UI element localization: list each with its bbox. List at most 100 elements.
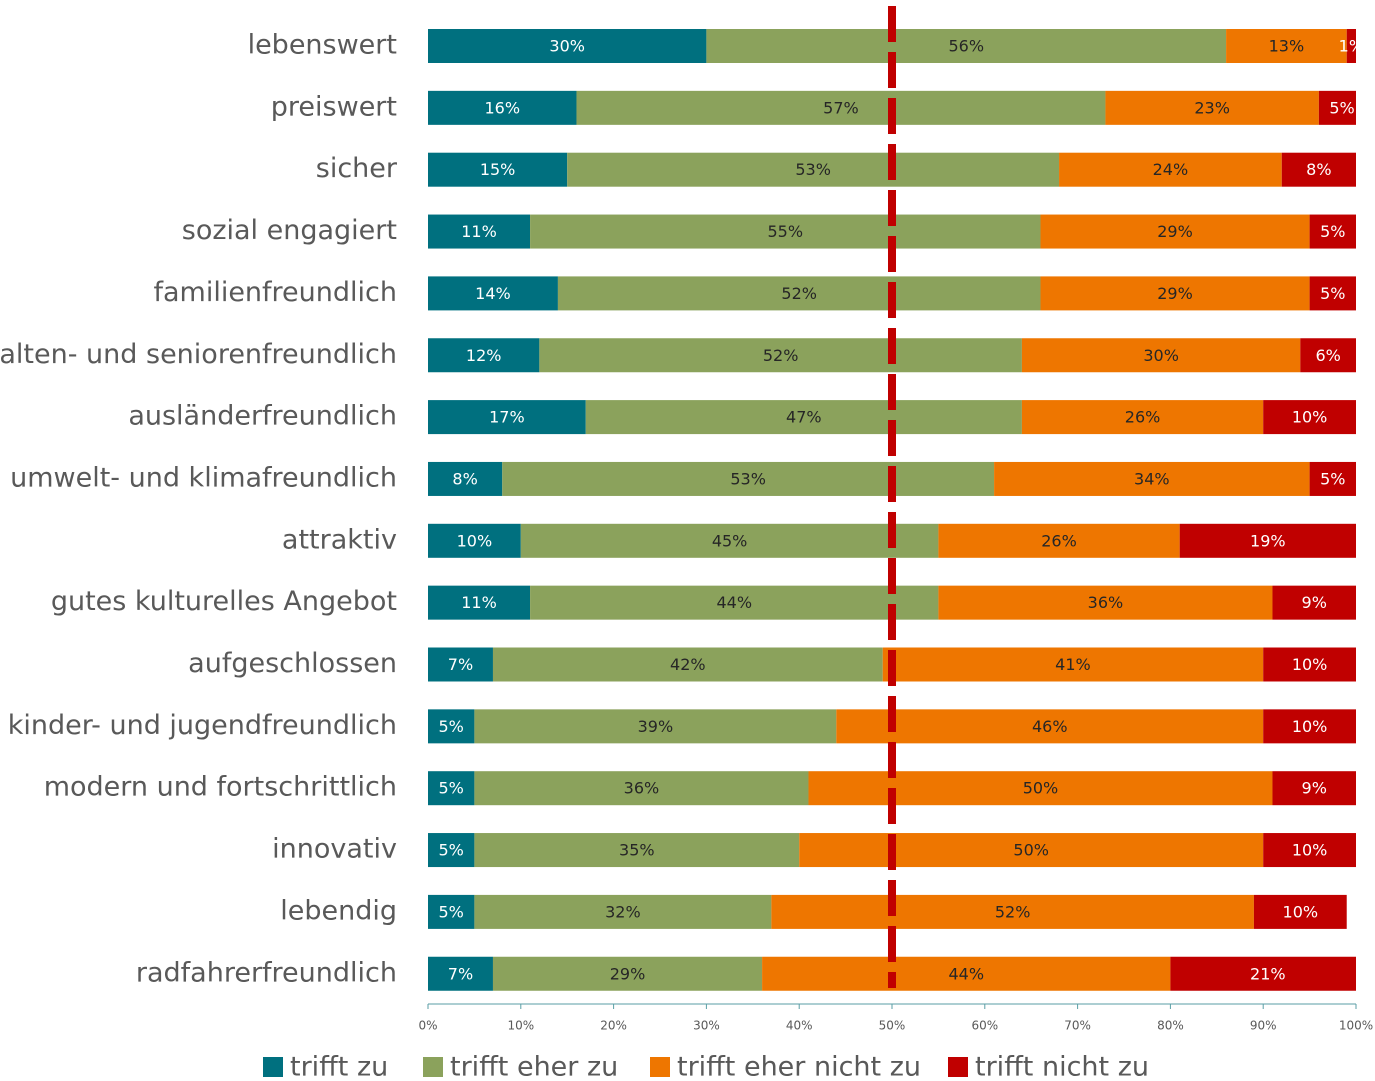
data-label: 52%: [781, 284, 817, 303]
bar-segment: [492, 956, 763, 991]
data-label: 17%: [489, 408, 525, 427]
data-label: 8%: [452, 469, 477, 488]
bar-segment: [428, 338, 540, 373]
x-tick-label: 80%: [1157, 1019, 1184, 1033]
bar-segment: [836, 709, 1264, 744]
bar-segment: [1170, 956, 1356, 991]
data-label: 10%: [1292, 841, 1328, 860]
data-label: 41%: [1055, 655, 1091, 674]
data-label: 10%: [1292, 655, 1328, 674]
x-tick-label: 50%: [879, 1019, 906, 1033]
bar-segment: [474, 771, 809, 806]
data-label: 30%: [549, 37, 585, 56]
bar-segment: [530, 214, 1041, 249]
data-label: 26%: [1125, 408, 1161, 427]
category-label: lebenswert: [248, 30, 397, 61]
bar-segment: [1346, 29, 1356, 63]
bar-segment: [474, 894, 772, 929]
category-label: modern und fortschrittlich: [44, 772, 397, 803]
bar-segment: [1272, 585, 1356, 620]
bar-segment: [502, 461, 995, 496]
data-label: 23%: [1194, 98, 1230, 117]
bar-segment: [1281, 152, 1356, 187]
bar-segment: [808, 771, 1273, 806]
bar-segment: [520, 523, 939, 558]
data-label: 8%: [1306, 160, 1331, 179]
x-tick-label: 40%: [786, 1019, 813, 1033]
legend-swatch: [423, 1057, 443, 1077]
category-label: radfahrerfreundlich: [136, 957, 397, 988]
bar-segment: [428, 647, 493, 682]
data-label: 19%: [1250, 531, 1286, 550]
bar-segment: [428, 523, 521, 558]
data-label: 5%: [439, 717, 464, 736]
data-label: 45%: [712, 531, 748, 550]
data-label: 11%: [461, 222, 497, 241]
bar-segment: [799, 833, 1264, 868]
data-label: 26%: [1041, 531, 1077, 550]
data-label: 55%: [767, 222, 803, 241]
bar-segment: [1309, 461, 1356, 496]
data-label: 5%: [439, 779, 464, 798]
bar-segment: [1309, 276, 1356, 311]
data-label: 6%: [1315, 346, 1340, 365]
bar-segment: [1021, 338, 1301, 373]
category-label: familienfreundlich: [153, 277, 397, 308]
bar-segment: [994, 461, 1310, 496]
bar-segment: [428, 771, 475, 806]
data-label: 11%: [461, 593, 497, 612]
bar-segment: [428, 585, 531, 620]
bar-segment: [706, 29, 1227, 63]
bar-segment: [428, 709, 475, 744]
data-label: 9%: [1302, 593, 1327, 612]
data-label: 36%: [1088, 593, 1124, 612]
bar-segment: [428, 214, 531, 249]
legend-swatch: [263, 1057, 283, 1077]
bar-segment: [557, 276, 1041, 311]
x-tick-label: 60%: [971, 1019, 998, 1033]
legend-swatch: [948, 1057, 968, 1077]
legend-label: trifft eher nicht zu: [677, 1052, 921, 1081]
data-label: 5%: [439, 902, 464, 921]
bar-segment: [567, 152, 1060, 187]
bar-segment: [428, 276, 558, 311]
bar-segment: [428, 833, 475, 868]
data-label: 46%: [1032, 717, 1068, 736]
legend-label: trifft eher zu: [450, 1052, 618, 1081]
data-label: 10%: [1283, 902, 1319, 921]
data-label: 50%: [1023, 779, 1059, 798]
bar-segment: [428, 29, 707, 63]
bar-segment: [1040, 214, 1310, 249]
bar-segment: [762, 956, 1171, 991]
category-label: kinder- und jugendfreundlich: [8, 710, 397, 741]
data-label: 5%: [1320, 284, 1345, 303]
bar-segment: [428, 894, 475, 929]
bar-segment: [1253, 894, 1347, 929]
x-tick-label: 100%: [1339, 1019, 1373, 1033]
data-label: 44%: [948, 964, 984, 983]
bar-segment: [1263, 833, 1356, 868]
data-label: 21%: [1250, 964, 1286, 983]
bar-segment: [492, 647, 883, 682]
data-label: 29%: [610, 964, 646, 983]
data-label: 9%: [1302, 779, 1327, 798]
data-label: 7%: [448, 655, 473, 674]
data-label: 13%: [1269, 37, 1305, 56]
bar-segment: [539, 338, 1022, 373]
bar-segment: [1263, 709, 1356, 744]
data-label: 47%: [786, 408, 822, 427]
data-label: 29%: [1157, 222, 1193, 241]
bar-segment: [474, 833, 800, 868]
data-label: 35%: [619, 841, 655, 860]
bar-segment: [576, 90, 1106, 125]
data-label: 15%: [480, 160, 516, 179]
data-label: 24%: [1153, 160, 1189, 179]
x-tick-label: 90%: [1250, 1019, 1277, 1033]
bar-segment: [585, 400, 1022, 435]
data-label: 52%: [763, 346, 799, 365]
bar-segment: [530, 585, 939, 620]
data-label: 10%: [1292, 408, 1328, 427]
bar-segment: [428, 90, 577, 125]
bar-segment: [1300, 338, 1356, 373]
category-label: aufgeschlossen: [188, 648, 397, 679]
